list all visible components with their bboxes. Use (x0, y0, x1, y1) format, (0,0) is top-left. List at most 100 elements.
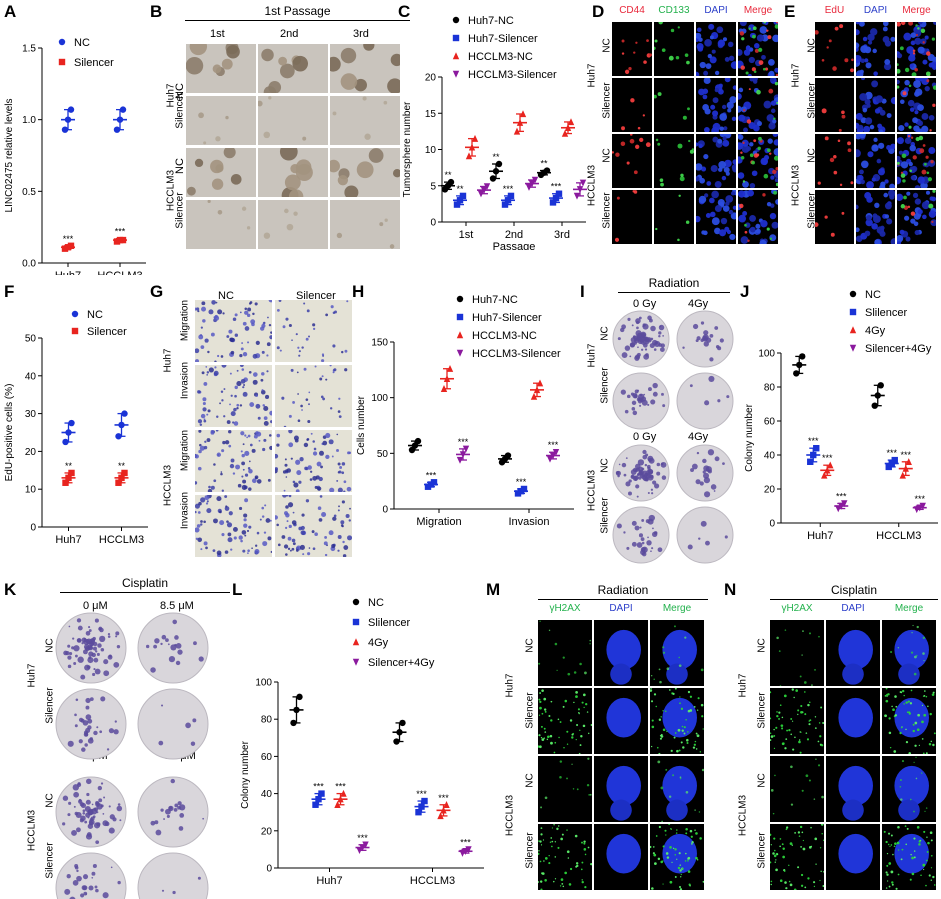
data-point (549, 199, 557, 206)
legend-label: NC (368, 597, 384, 609)
data-point (480, 186, 488, 194)
sphere-image (330, 96, 400, 145)
panel-label-f: F (4, 282, 15, 301)
panel-i-row-3: NC (599, 458, 611, 473)
channel-label: γH2AX (781, 603, 813, 614)
panel-b-cell-hcclm3: HCCLM3 (165, 169, 177, 212)
series-group (311, 790, 326, 808)
panel-label-b: B (150, 2, 163, 21)
panel-e-cell-huh7: Huh7 (790, 63, 802, 88)
fluorescence-image (826, 620, 880, 686)
legend-label: Silencer+4Gy (865, 343, 932, 355)
legend-entry: HCCLM3-NC (452, 51, 533, 63)
fluorescence-image (594, 620, 648, 686)
fluorescence-image (594, 756, 648, 822)
legend-entry: Silencer (58, 57, 114, 69)
data-point (456, 197, 464, 204)
data-point (471, 134, 479, 142)
panel-i-col-top-1: 0 Gy (633, 298, 657, 310)
panel-n-row-4: Silencer (756, 832, 768, 869)
series-group (513, 110, 527, 135)
colony-dish (676, 372, 734, 430)
data-point (290, 719, 297, 727)
fluorescence-image (738, 78, 778, 132)
data-point (447, 178, 455, 186)
panel-label-d: D (592, 2, 605, 21)
y-tick-label: 20 (764, 485, 776, 496)
legend-entry: NC (71, 309, 103, 321)
panel-n-row-2: Silencer (756, 692, 768, 729)
panel-g-col-nc: NC (218, 290, 234, 302)
data-point (516, 118, 524, 126)
legend-label: HCCLM3-NC (472, 330, 537, 342)
legend-marker (849, 290, 857, 298)
y-tick-label: 10 (425, 145, 437, 156)
panel-g-image-grid (195, 286, 353, 557)
fluorescence-image (654, 134, 694, 188)
data-point (61, 126, 69, 133)
legend-label: Huh7-Silencer (468, 33, 538, 45)
fluorescence-image (826, 824, 880, 890)
panel-b-col-1: 1st (210, 28, 225, 40)
legend-label: NC (74, 37, 90, 49)
series-group (436, 801, 451, 820)
data-point (456, 456, 464, 464)
data-point (536, 379, 544, 387)
series-group (489, 160, 503, 182)
significance-label: ** (492, 152, 500, 162)
panel-g-row-4: Invasion (179, 491, 191, 530)
data-point (530, 392, 538, 400)
significance-label: *** (115, 227, 126, 237)
data-point (116, 116, 124, 123)
channel-label: EdU (824, 5, 845, 16)
data-point (477, 190, 485, 198)
panel-n-cell-huh7: Huh7 (737, 673, 749, 698)
legend-entry: Huh7-Silencer (452, 33, 538, 45)
y-tick-label: 0 (266, 864, 272, 875)
x-axis-label: Passage (493, 241, 536, 250)
y-tick-label: 60 (764, 417, 776, 428)
data-point (462, 445, 470, 453)
panel-g-row-2: Invasion (179, 361, 191, 400)
colony-dish (612, 310, 670, 368)
data-point (555, 190, 563, 197)
panel-i-row-4: Silencer (599, 497, 611, 534)
significance-label: *** (357, 833, 368, 843)
series-group (61, 469, 76, 486)
series-group (456, 445, 470, 464)
panel-m-header-line (538, 599, 708, 600)
series-group (333, 789, 348, 808)
data-point (513, 127, 521, 135)
data-point (440, 806, 447, 814)
fluorescence-image (612, 22, 652, 76)
legend-entry: HCCLM3-Silencer (456, 348, 561, 360)
legend-label: HCCLM3-NC (468, 51, 533, 63)
panel-k-row-2: Silencer (44, 687, 56, 724)
series-group (440, 365, 454, 392)
legend-entry: Silencer+4Gy (352, 657, 435, 669)
legend-marker (452, 16, 460, 24)
data-point (573, 192, 581, 200)
panel-m-row-1: NC (524, 638, 536, 653)
data-point (334, 801, 341, 808)
panel-n-header-line (770, 599, 938, 600)
x-tick-label: HCCLM3 (410, 875, 455, 887)
panel-e-row-1: NC (806, 38, 818, 53)
data-point (888, 460, 895, 467)
significance-label: *** (551, 182, 562, 192)
channel-label: DAPI (841, 603, 865, 614)
panel-g-row-1: Migration (179, 299, 191, 342)
y-tick-label: 50 (25, 334, 37, 345)
colony-dish (55, 852, 127, 899)
panel-b-col-3: 3rd (353, 28, 369, 40)
legend-label: 4Gy (368, 637, 389, 649)
series-group (898, 458, 913, 479)
legend-marker (452, 34, 460, 42)
panel-k-col-top-1: 0 μM (83, 600, 108, 612)
legend-entry: NC (849, 289, 881, 301)
fluorescence-image (897, 190, 936, 244)
data-point (531, 176, 539, 184)
sphere-image (258, 96, 328, 145)
data-point (121, 469, 128, 477)
